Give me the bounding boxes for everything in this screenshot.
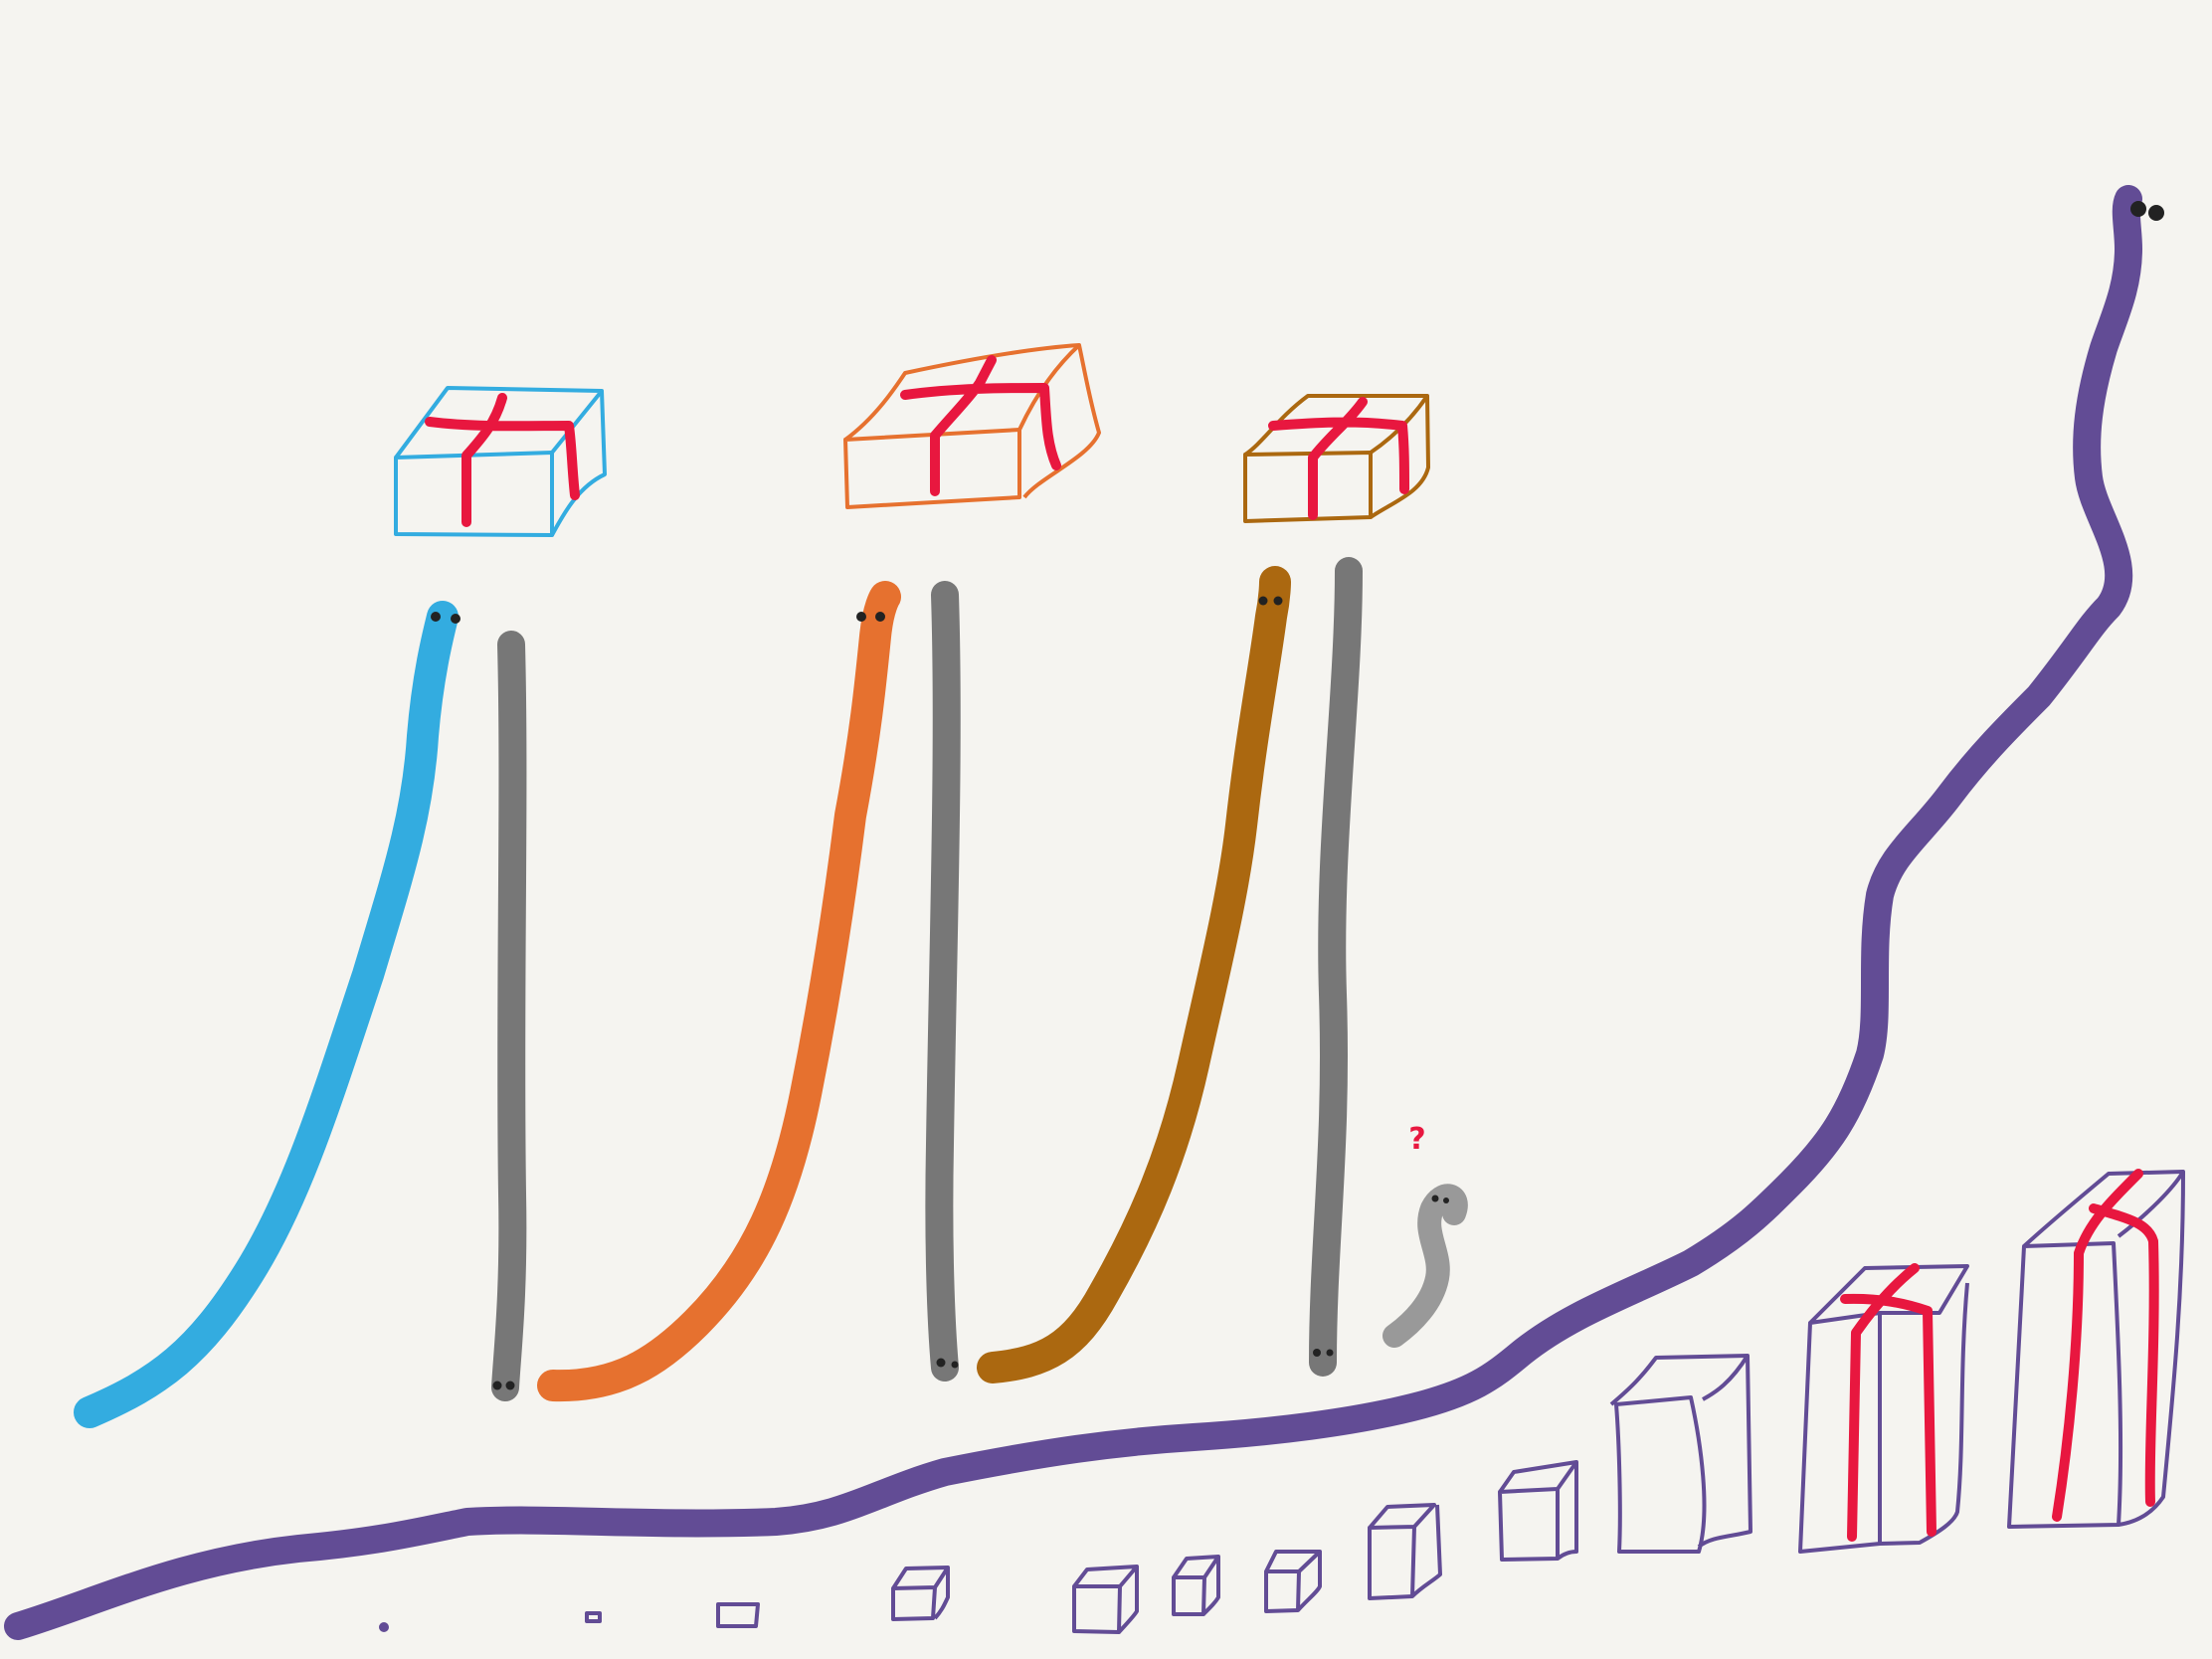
blue-worm-eye-right (451, 614, 461, 624)
brown-worm-eye-right (1273, 596, 1283, 606)
blue-gift-ribbon (425, 393, 580, 527)
box-11-gift (2007, 1169, 2185, 1529)
box-4 (1072, 1565, 1139, 1634)
small-worm-body (1382, 1184, 1468, 1348)
box-1 (585, 1611, 602, 1623)
purple-curve-worm (4, 185, 2164, 1640)
gray-worm-2-eye-left (936, 1358, 946, 1368)
blue-gift-box (394, 386, 607, 537)
blue-gift-front (394, 451, 554, 537)
box-8 (1498, 1460, 1578, 1562)
orange-worm-body (537, 581, 901, 1402)
orange-gift-front (843, 428, 1021, 509)
question-mark-text: ? (1408, 1122, 1425, 1157)
purple-worm-eye-right (2148, 205, 2164, 221)
box-9 (1609, 1354, 1752, 1554)
purple-worm-eye-left (2130, 201, 2146, 217)
gray-worm-3-body (1309, 557, 1363, 1377)
brown-worm-eye-left (1258, 596, 1268, 606)
purple-curve-line (4, 185, 2142, 1640)
gray-worm-1 (491, 631, 527, 1401)
blue-gift-top (394, 386, 604, 460)
growing-boxes (379, 1169, 2185, 1634)
box-7 (1368, 1503, 1442, 1600)
brown-gift-ribbon (1268, 397, 1409, 520)
gray-worm-1-body (491, 631, 527, 1401)
orange-gift-box (843, 343, 1101, 509)
gray-worm-2-body (925, 581, 961, 1382)
gray-worm-3 (1309, 557, 1363, 1377)
brown-gift-box (1243, 394, 1430, 523)
blue-gift-side (550, 390, 607, 536)
small-worm-eye-right (1443, 1198, 1449, 1203)
gray-worm-3-eye-right (1326, 1349, 1334, 1357)
small-confused-worm: ? (1382, 1122, 1468, 1348)
box-2 (716, 1602, 760, 1628)
blue-worm-body (74, 601, 459, 1428)
brown-gift-side (1369, 395, 1430, 519)
brown-worm (977, 566, 1291, 1383)
brown-worm-body (977, 566, 1291, 1383)
gray-worm-1-eye-left (492, 1381, 502, 1390)
orange-gift-side (1022, 344, 1101, 499)
orange-gift-ribbon (900, 355, 1061, 496)
gray-worm-2 (925, 581, 961, 1382)
tiny-dot-box (379, 1622, 389, 1632)
small-worm-eye-left (1431, 1195, 1439, 1202)
box-6 (1264, 1550, 1322, 1613)
brown-gift-top (1243, 394, 1429, 457)
box-5 (1172, 1555, 1220, 1616)
orange-worm-eye-left (856, 612, 866, 622)
orange-gift-top (843, 343, 1081, 442)
gray-worm-2-eye-right (951, 1361, 959, 1369)
blue-worm (74, 601, 461, 1428)
gray-worm-1-eye-right (505, 1381, 515, 1390)
box-10-gift (1798, 1263, 1969, 1554)
gray-worm-3-eye-left (1313, 1349, 1321, 1357)
orange-worm-eye-right (875, 612, 885, 622)
box-3 (891, 1566, 950, 1621)
orange-worm (537, 581, 901, 1402)
blue-worm-eye-left (431, 612, 441, 622)
